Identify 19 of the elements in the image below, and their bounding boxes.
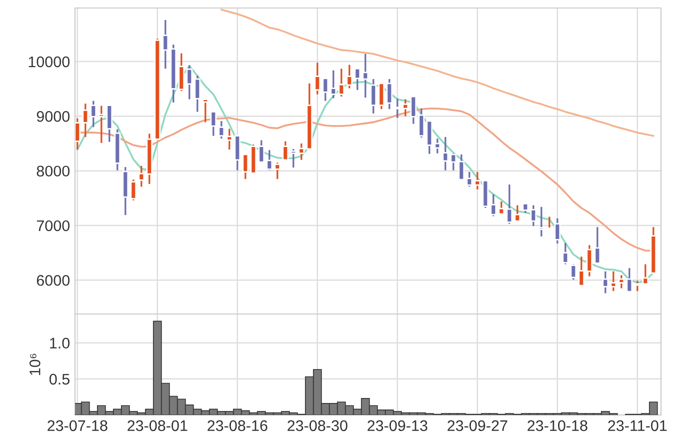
x-tick-label: 23-07-18 (48, 420, 108, 432)
y-tick-label: 9000 (36, 111, 70, 122)
x-tick-label: 23-10-18 (528, 420, 588, 432)
y-tick-label: 7000 (36, 220, 70, 232)
x-tick-label: 23-09-13 (368, 420, 428, 432)
y-tick-label: 6000 (36, 274, 70, 286)
x-tick-label: 23-08-01 (128, 420, 188, 432)
x-tick-label: 23-09-27 (448, 420, 508, 432)
candlestick (562, 242, 569, 266)
y-tick-label: 10000 (28, 56, 70, 68)
y-tick-label: 0.5 (50, 374, 70, 385)
x-tick-label: 23-08-30 (288, 420, 348, 432)
y-axis-title: 10⁶ (30, 354, 40, 375)
y-tick-label: 8000 (36, 166, 70, 177)
y-tick-label: 1.0 (50, 338, 70, 349)
x-tick-label: 23-11-01 (608, 420, 667, 432)
candlestick (210, 110, 217, 137)
line-series (220, 8, 654, 137)
x-tick-label: 23-08-16 (208, 420, 268, 432)
